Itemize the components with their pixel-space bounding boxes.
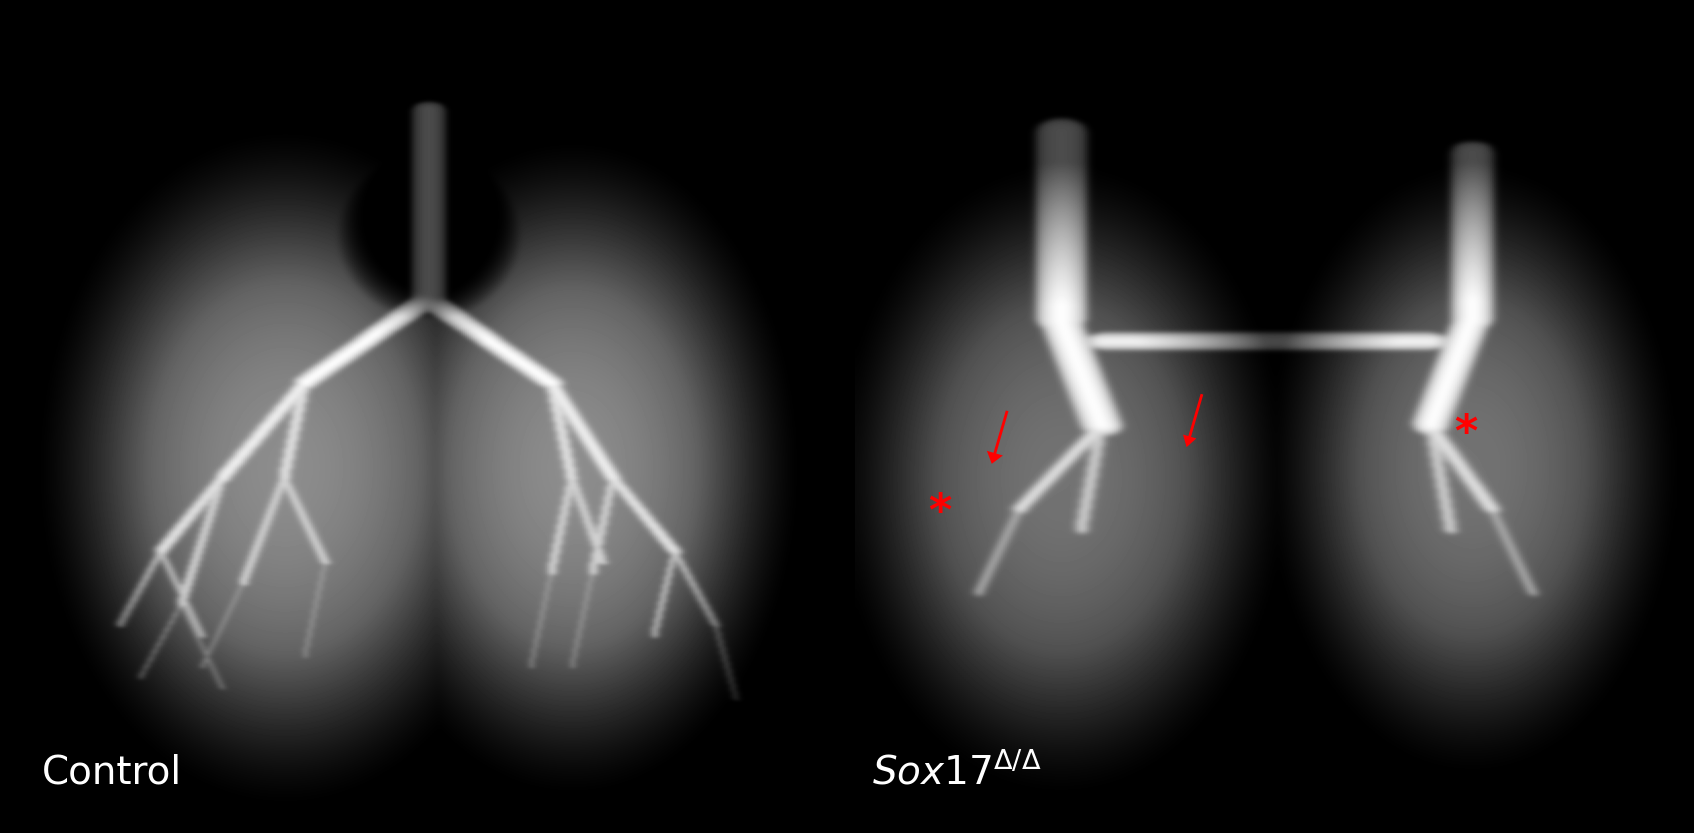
Text: $\mathit{Sox17}^{\Delta/\Delta}$: $\mathit{Sox17}^{\Delta/\Delta}$ — [872, 752, 1042, 791]
Text: Control: Control — [42, 753, 183, 791]
Text: *: * — [928, 491, 952, 534]
Text: *: * — [1453, 412, 1477, 455]
